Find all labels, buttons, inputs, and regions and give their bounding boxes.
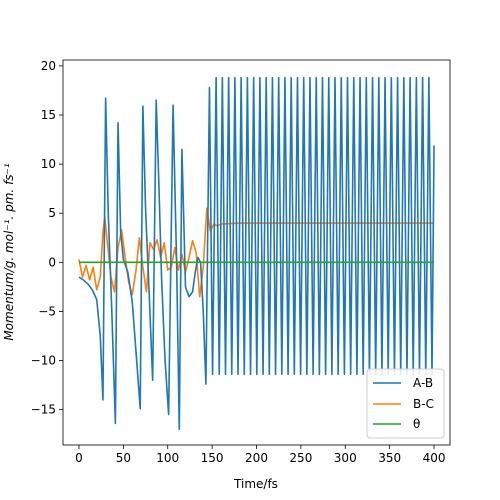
y-tick-label: −5 — [38, 304, 56, 318]
x-tick-label: 350 — [378, 451, 401, 465]
y-tick-label: −10 — [31, 354, 56, 368]
x-tick-label: 200 — [245, 451, 268, 465]
x-tick-label: 300 — [334, 451, 357, 465]
legend-label-b-c: B-C — [413, 397, 434, 411]
legend-label-a-b: A-B — [413, 376, 433, 390]
x-tick-label: 0 — [75, 451, 83, 465]
x-axis-ticks: 0 50 100 150 200 250 300 350 400 — [75, 445, 445, 465]
y-tick-label: 0 — [48, 255, 56, 269]
series-layer — [78, 76, 435, 431]
series-line-a-b — [78, 76, 435, 431]
y-axis-ticks: −15 −10 −5 0 5 10 15 20 — [31, 59, 63, 417]
legend: A-B B-C θ — [366, 368, 445, 439]
legend-label-theta: θ — [413, 417, 420, 431]
y-axis-label: Momentum/g. mol⁻¹. pm. fs⁻¹ — [2, 163, 16, 341]
x-tick-label: 50 — [116, 451, 131, 465]
x-tick-label: 400 — [423, 451, 446, 465]
x-axis-label: Time/fs — [233, 477, 278, 491]
y-tick-label: 10 — [41, 157, 56, 171]
x-tick-label: 150 — [201, 451, 224, 465]
x-tick-label: 100 — [156, 451, 179, 465]
y-tick-label: −15 — [31, 403, 56, 417]
y-tick-label: 5 — [48, 206, 56, 220]
y-tick-label: 15 — [41, 108, 56, 122]
legend-box — [366, 368, 445, 439]
y-tick-label: 20 — [41, 59, 56, 73]
x-tick-label: 250 — [289, 451, 312, 465]
